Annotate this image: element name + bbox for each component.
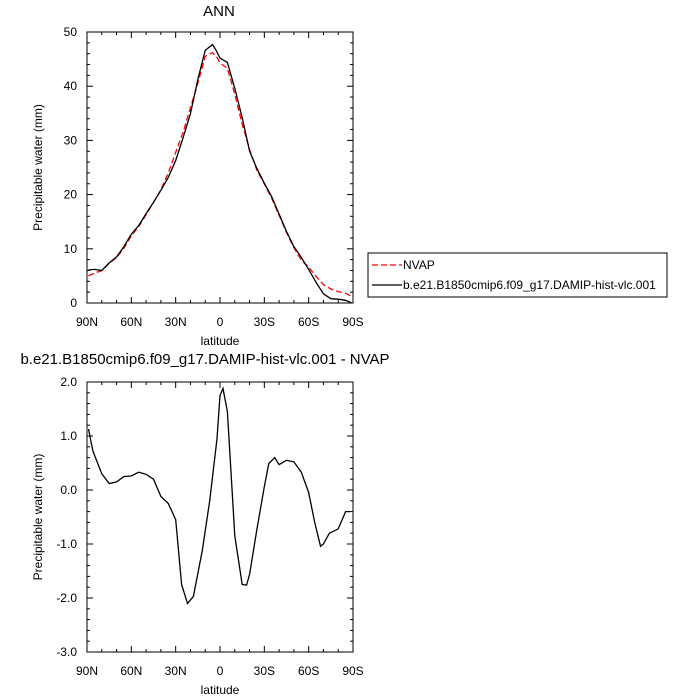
x-tick-label: 0 [217, 664, 224, 678]
series-line-nvap [88, 51, 352, 298]
chart-title: b.e21.B1850cmip6.f09_g17.DAMIP-hist-vlc.… [20, 351, 389, 368]
y-tick-label: 10 [64, 242, 78, 256]
x-tick-label: 90S [342, 315, 363, 329]
series-line-difference [87, 386, 350, 605]
y-tick-label: 1.0 [60, 429, 77, 443]
y-tick-label: 30 [64, 133, 78, 147]
y-tick-label: 0 [70, 296, 77, 310]
y-tick-label: 20 [64, 188, 78, 202]
y-axis-label: Precipitable water (mm) [31, 454, 45, 581]
x-tick-label: 30N [165, 664, 187, 678]
x-tick-label: 60N [120, 315, 142, 329]
y-axis-label: Precipitable water (mm) [31, 104, 45, 231]
y-tick-label: -1.0 [56, 537, 77, 551]
x-tick-label: 30S [254, 315, 275, 329]
legend-label: NVAP [403, 258, 435, 272]
y-tick-label: 0.0 [60, 483, 77, 497]
x-tick-label: 0 [217, 315, 224, 329]
x-tick-label: 90N [76, 315, 98, 329]
y-tick-label: 2.0 [60, 375, 77, 389]
y-tick-label: -3.0 [56, 645, 77, 659]
y-tick-label: 40 [64, 79, 78, 93]
x-axis-label: latitude [201, 334, 240, 348]
x-tick-label: 90S [342, 664, 363, 678]
series-line-b-e21-b1850cmip6-f09-g17-damip-hist-vlc-001 [88, 43, 352, 304]
x-tick-label: 30N [165, 315, 187, 329]
plot-frame [86, 31, 354, 304]
legend-box [367, 252, 668, 298]
x-tick-label: 30S [254, 664, 275, 678]
y-tick-label: 50 [64, 25, 78, 39]
x-tick-label: 60N [120, 664, 142, 678]
y-tick-label: -2.0 [56, 591, 77, 605]
x-tick-label: 60S [298, 315, 319, 329]
x-axis-label: latitude [201, 683, 240, 697]
x-tick-label: 60S [298, 664, 319, 678]
x-tick-label: 90N [76, 664, 98, 678]
legend-label: b.e21.B1850cmip6.f09_g17.DAMIP-hist-vlc.… [403, 278, 656, 292]
chart-title: ANN [203, 3, 235, 20]
